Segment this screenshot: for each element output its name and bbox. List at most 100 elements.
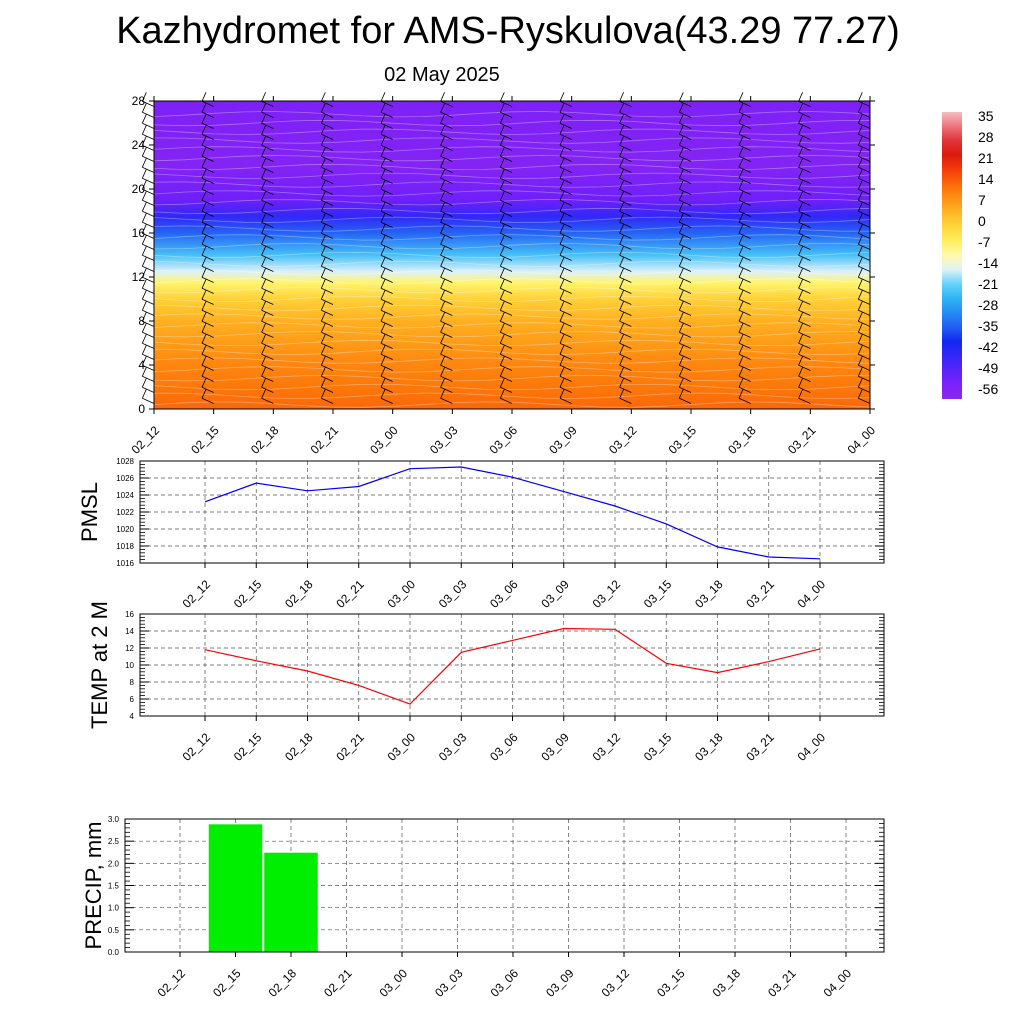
wind-barb-flag xyxy=(678,257,684,267)
isotherm-line xyxy=(153,260,871,267)
wind-barb-staff xyxy=(261,210,274,217)
wind-barb-flag xyxy=(857,92,863,102)
wind-barb-staff xyxy=(619,210,632,217)
wind-barb-staff xyxy=(261,309,274,316)
wind-barb xyxy=(738,92,751,107)
wind-barb xyxy=(320,202,334,217)
wind-barb xyxy=(499,246,513,261)
wind-barb xyxy=(320,290,334,305)
wind-barb xyxy=(798,191,811,206)
wind-barb-flag xyxy=(619,268,624,278)
wind-barb xyxy=(320,345,334,360)
y-tick-label: 1016 xyxy=(116,559,134,568)
x-tick-label: 02_12 xyxy=(180,577,214,611)
wind-barb-flag xyxy=(201,103,207,113)
wind-barb-staff xyxy=(619,353,632,360)
wind-barb-flag xyxy=(320,257,326,267)
wind-barb xyxy=(440,103,453,118)
isotherm-line xyxy=(153,225,871,232)
wind-barb-staff xyxy=(201,100,214,107)
wind-barb-flag xyxy=(141,169,147,179)
wind-barb-staff xyxy=(321,122,334,129)
wind-barb xyxy=(440,389,453,404)
wind-barb-staff xyxy=(142,331,155,338)
wind-barb-flag xyxy=(380,323,386,333)
wind-barb xyxy=(857,268,871,283)
wind-barb-flag xyxy=(559,279,565,289)
wind-barb xyxy=(678,389,692,404)
wind-barb xyxy=(857,202,871,217)
wind-barb-staff xyxy=(858,100,871,107)
wind-barb-flag xyxy=(320,290,326,300)
wind-barb-staff xyxy=(559,298,572,305)
wind-barb-flag xyxy=(738,323,744,333)
wind-barb-staff xyxy=(738,386,751,393)
wind-barb xyxy=(857,356,871,371)
y-tick-label: 1020 xyxy=(116,525,134,534)
wind-barb-flag xyxy=(380,356,386,366)
wind-barb-flag xyxy=(738,257,744,267)
wind-barb xyxy=(559,389,572,404)
wind-barb-staff xyxy=(858,287,871,294)
wind-barb xyxy=(141,147,155,162)
pmsl-panel: 1016 1018 1020 1022 1024 1026 1028 02_12 02_15 02… xyxy=(77,457,885,611)
wind-barb-flag xyxy=(857,213,863,223)
wind-barb-staff xyxy=(261,364,274,371)
wind-barb-staff xyxy=(321,188,334,195)
wind-barb-flag xyxy=(738,246,744,256)
wind-barb-staff xyxy=(321,254,334,261)
wind-barb xyxy=(738,169,751,184)
wind-barb-flag xyxy=(678,378,684,388)
wind-barb xyxy=(141,92,155,107)
x-tick-label: 03_09 xyxy=(546,423,580,457)
wind-barb xyxy=(619,378,632,393)
wind-barb-flag xyxy=(320,92,326,102)
wind-barb-staff xyxy=(738,166,751,173)
wind-barb-flag xyxy=(619,389,624,399)
wind-barb-flag xyxy=(619,147,624,157)
wind-barb-staff xyxy=(858,298,871,305)
wind-barb-staff xyxy=(500,364,513,371)
wind-barb-flag xyxy=(798,323,803,333)
wind-barb-staff xyxy=(440,177,453,184)
wind-barb xyxy=(738,103,751,118)
wind-barb xyxy=(798,257,811,272)
wind-barb-staff xyxy=(798,287,811,294)
wind-barb xyxy=(619,136,632,151)
wind-barb-staff xyxy=(738,353,751,360)
wind-barb-flag xyxy=(678,246,684,256)
wind-barb-staff xyxy=(440,210,453,217)
x-tick-label: 03_15 xyxy=(641,577,675,611)
wind-barb-staff xyxy=(619,144,632,151)
wind-barb-flag xyxy=(738,158,744,168)
wind-barb-flag xyxy=(261,345,266,355)
wind-barb xyxy=(857,301,871,316)
x-tick-label: 02_21 xyxy=(321,966,355,1000)
wind-barb xyxy=(678,158,692,173)
wind-barb-flag xyxy=(857,389,863,399)
wind-barb xyxy=(440,114,453,129)
wind-barb-flag xyxy=(320,312,326,322)
wind-barb-staff xyxy=(738,111,751,118)
wind-barb-staff xyxy=(201,254,214,261)
wind-barb-staff xyxy=(142,188,155,195)
wind-barb xyxy=(440,345,453,360)
wind-barb-staff xyxy=(321,133,334,140)
wind-barb-flag xyxy=(559,257,565,267)
wind-barb-staff xyxy=(679,364,692,371)
wind-barb xyxy=(798,235,811,250)
x-tick-label: 03_00 xyxy=(385,577,419,611)
x-tick-label: 03_18 xyxy=(692,577,726,611)
wind-barb xyxy=(499,125,513,140)
x-tick-label: 03_00 xyxy=(367,423,401,457)
isotherm-line xyxy=(153,216,871,223)
wind-barb xyxy=(678,268,692,283)
wind-barb xyxy=(320,191,334,206)
wind-barb-flag xyxy=(678,114,684,124)
wind-barb xyxy=(678,301,692,316)
wind-barb-staff xyxy=(619,155,632,162)
wind-barb xyxy=(261,92,274,107)
wind-barb xyxy=(380,158,393,173)
wind-barb-staff xyxy=(798,331,811,338)
